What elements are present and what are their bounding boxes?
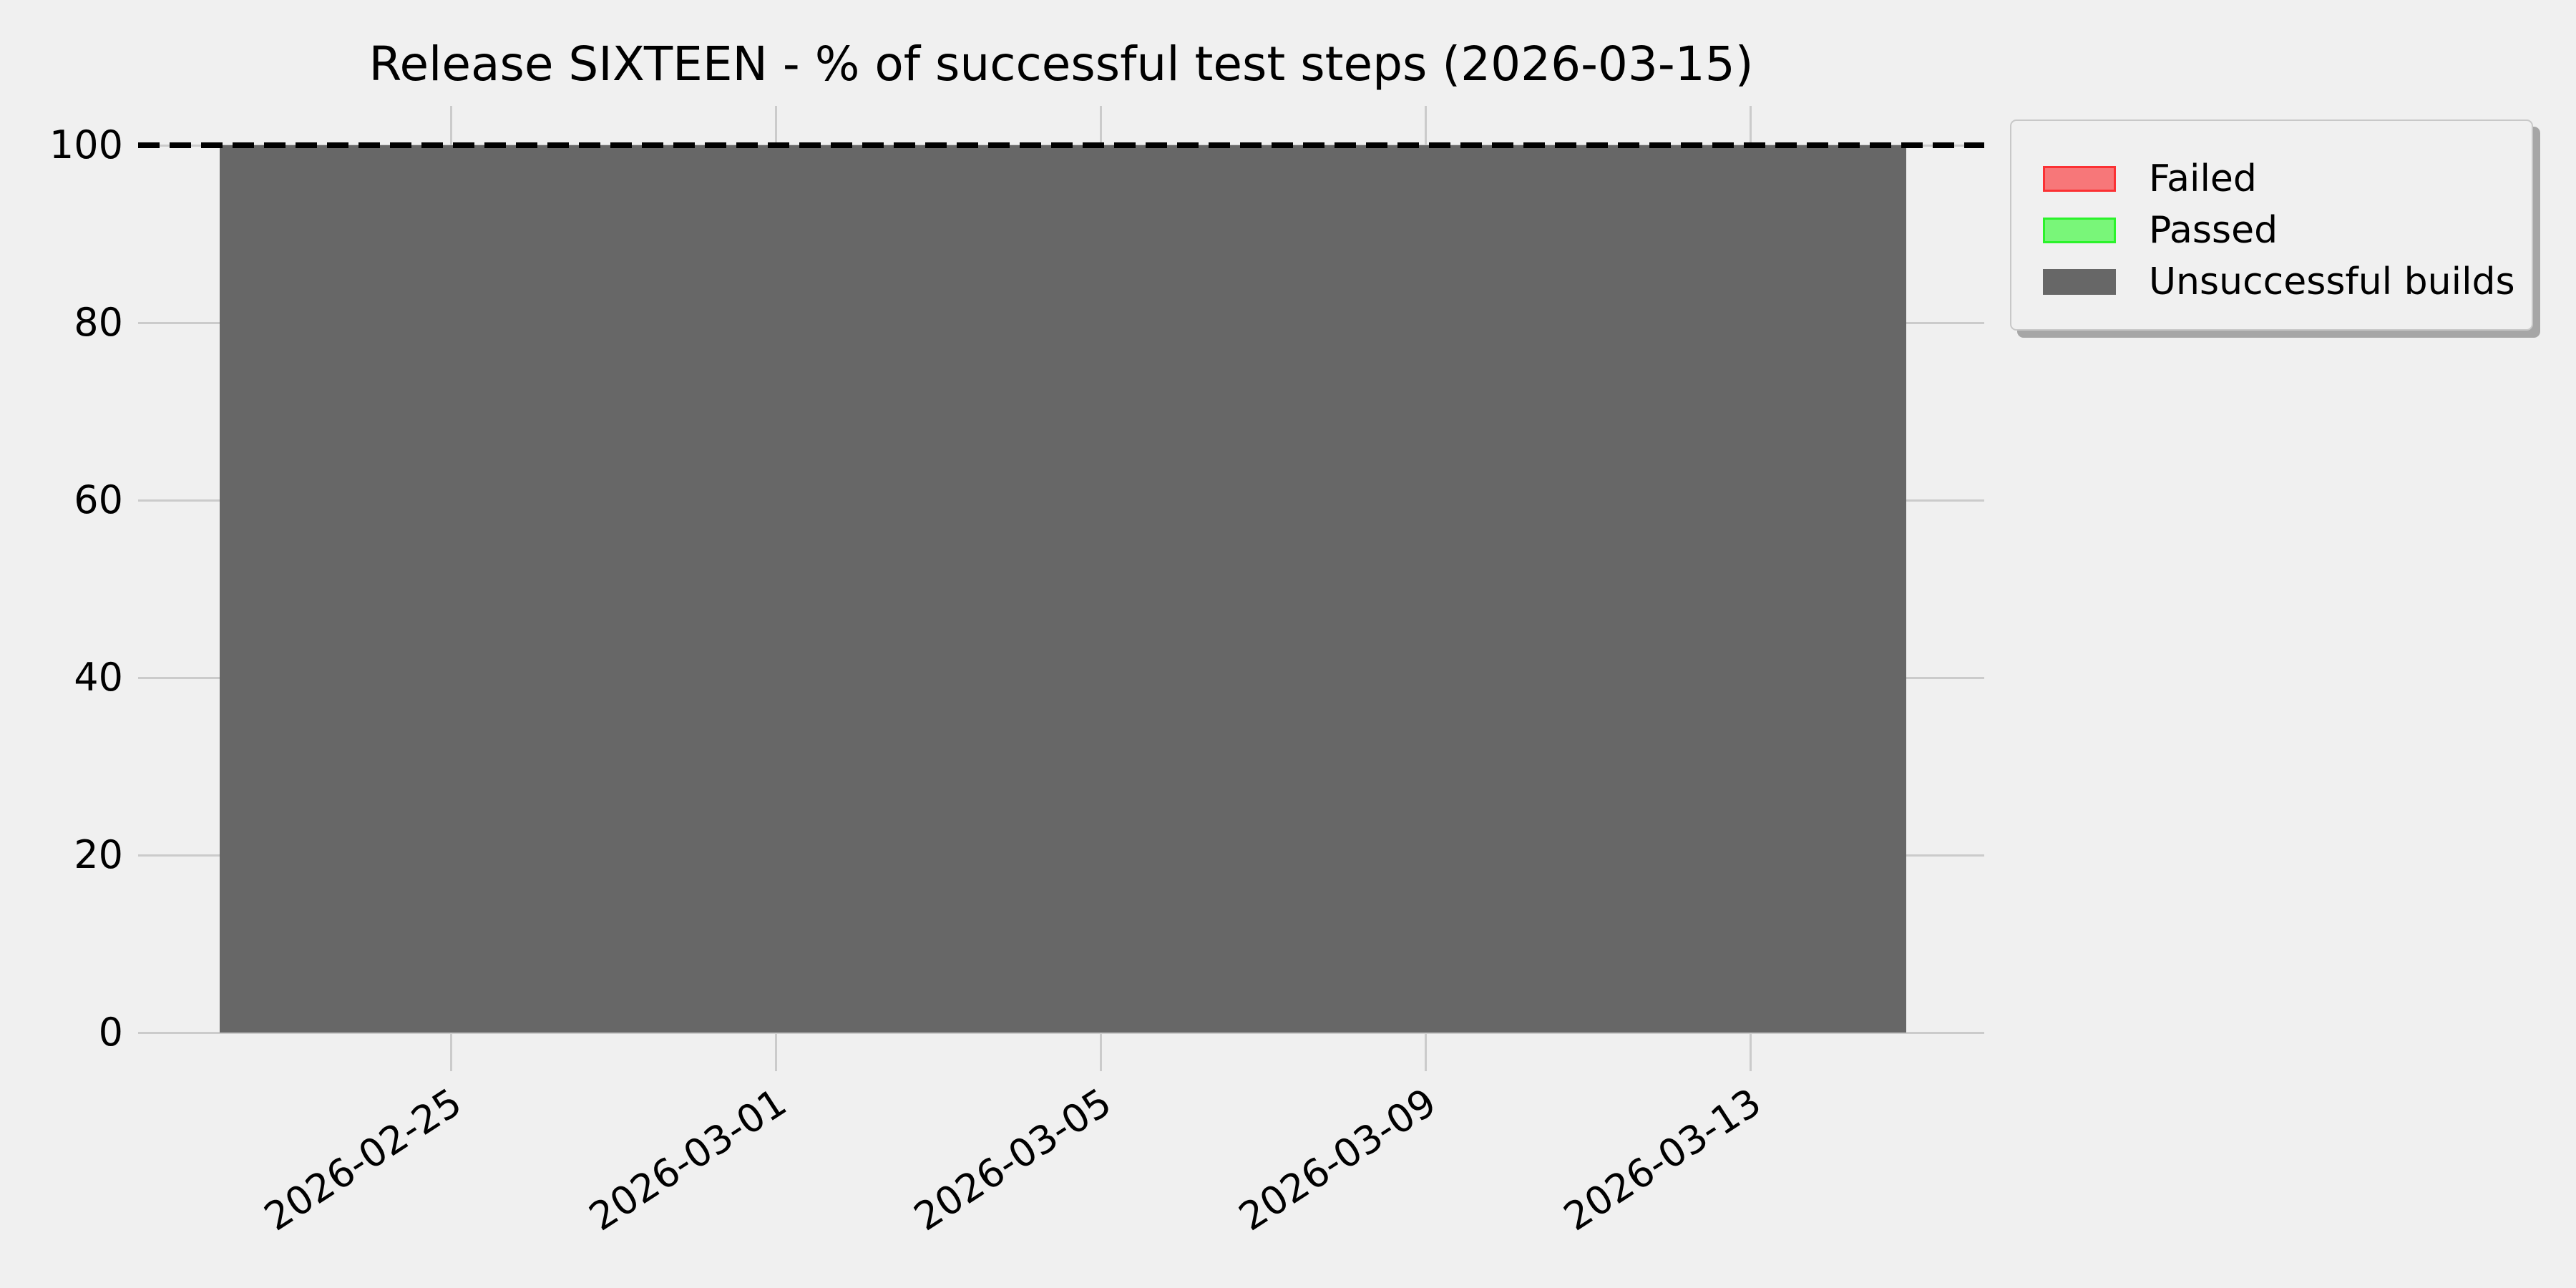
target-100-dashed-line xyxy=(138,142,1984,148)
y-axis-tick-label: 20 xyxy=(74,832,123,877)
legend-box: Failed Passed Unsuccessful builds xyxy=(2010,119,2533,331)
x-axis-tick-label: 2026-03-01 xyxy=(581,1079,795,1240)
bar-unsuccessful-builds xyxy=(781,145,863,1033)
bar-unsuccessful-builds xyxy=(300,145,381,1033)
bar-unsuccessful-builds xyxy=(1664,145,1746,1033)
bar-unsuccessful-builds xyxy=(1103,145,1184,1033)
bar-unsuccessful-builds xyxy=(701,145,783,1033)
bar-unsuccessful-builds xyxy=(1504,145,1586,1033)
bar-unsuccessful-builds xyxy=(380,145,462,1033)
legend-label-passed: Passed xyxy=(2149,209,2278,252)
y-axis-tick-label: 60 xyxy=(74,477,123,522)
chart-title: Release SIXTEEN - % of successful test s… xyxy=(369,36,1754,92)
legend-item-failed: Failed xyxy=(2043,157,2257,200)
bar-unsuccessful-builds xyxy=(460,145,542,1033)
y-axis-tick-label: 80 xyxy=(74,300,123,345)
bar-unsuccessful-builds xyxy=(220,145,301,1033)
bar-unsuccessful-builds xyxy=(862,145,943,1033)
failed-swatch-icon xyxy=(2043,166,2116,192)
y-axis-tick-label: 40 xyxy=(74,655,123,700)
legend-label-unsuccessful-builds: Unsuccessful builds xyxy=(2149,260,2515,303)
bar-unsuccessful-builds xyxy=(1825,145,1906,1033)
bar-unsuccessful-builds xyxy=(1343,145,1425,1033)
x-axis-tick-label: 2026-02-25 xyxy=(256,1079,470,1240)
x-axis-tick-label: 2026-03-09 xyxy=(1231,1079,1445,1240)
bar-unsuccessful-builds xyxy=(1745,145,1826,1033)
legend-label-failed: Failed xyxy=(2149,157,2257,200)
x-axis-tick-label: 2026-03-13 xyxy=(1556,1079,1770,1240)
bar-unsuccessful-builds xyxy=(1584,145,1666,1033)
y-axis-tick-label: 100 xyxy=(49,122,123,167)
bar-unsuccessful-builds xyxy=(1423,145,1506,1033)
legend-item-unsuccessful-builds: Unsuccessful builds xyxy=(2043,260,2515,303)
bar-unsuccessful-builds xyxy=(1263,145,1345,1033)
bar-unsuccessful-builds xyxy=(620,145,703,1033)
bar-unsuccessful-builds xyxy=(942,145,1023,1033)
bar-unsuccessful-builds xyxy=(540,145,622,1033)
unsuccessful-builds-swatch-icon xyxy=(2043,269,2116,295)
passed-swatch-icon xyxy=(2043,218,2116,243)
y-gridline xyxy=(138,1031,1984,1034)
x-axis-tick-label: 2026-03-05 xyxy=(906,1079,1120,1240)
bar-unsuccessful-builds xyxy=(1022,145,1104,1033)
bar-unsuccessful-builds xyxy=(1183,145,1264,1033)
y-axis-tick-label: 0 xyxy=(98,1010,123,1055)
legend-item-passed: Passed xyxy=(2043,209,2278,252)
